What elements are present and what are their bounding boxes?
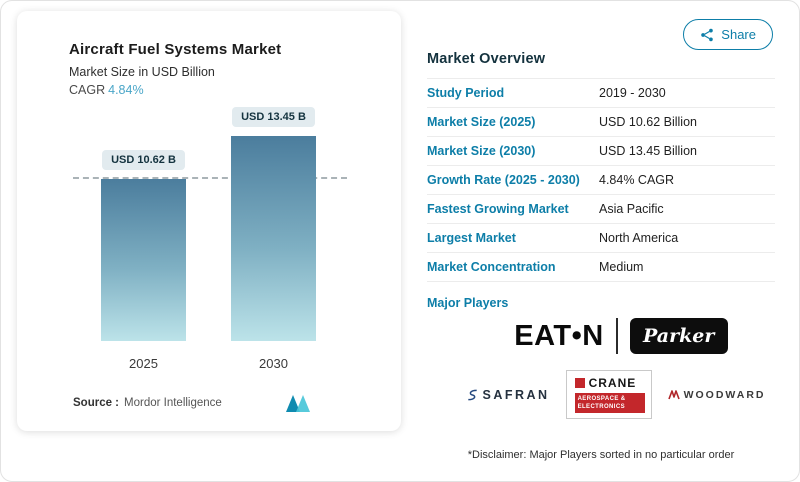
chart-panel: Aircraft Fuel Systems Market Market Size…	[17, 11, 401, 431]
disclaimer-text: *Disclaimer: Major Players sorted in no …	[467, 449, 735, 462]
row-label: Market Size (2030)	[427, 144, 536, 158]
chart-subtitle: Market Size in USD Billion	[69, 65, 215, 79]
woodward-mark-icon	[667, 389, 680, 401]
chart-header: Aircraft Fuel Systems Market Market Size…	[17, 11, 401, 97]
share-button[interactable]: Share	[683, 19, 773, 50]
row-value: 4.84% CAGR	[599, 173, 675, 187]
safran-swoosh-icon	[466, 388, 479, 402]
bar-2025	[101, 179, 186, 341]
row-value: Medium	[599, 260, 644, 274]
crane-subtext-line1: AEROSPACE &	[577, 396, 626, 402]
crane-logo-text: CRANE	[588, 376, 637, 390]
cagr-label: CAGR	[69, 83, 106, 97]
bar-group-2025: USD 10.62 B	[101, 103, 186, 341]
chart-cagr: CAGR 4.84%	[69, 83, 401, 97]
row-value: Asia Pacific	[599, 202, 664, 216]
logo-row-2: SAFRAN CRANE AEROSPACE & ELECTRONICS	[457, 370, 775, 420]
share-icon	[700, 28, 714, 42]
chart-title: Aircraft Fuel Systems Market	[69, 41, 282, 58]
bar-value-label-2030: USD 13.45 B	[232, 107, 315, 127]
source-value: Mordor Intelligence	[124, 397, 222, 409]
woodward-logo-text: WOODWARD	[683, 388, 766, 401]
crane-logo: CRANE AEROSPACE & ELECTRONICS	[565, 370, 652, 420]
source-row: Source : Mordor Intelligence	[73, 393, 381, 413]
source-label: Source :	[73, 397, 120, 409]
row-label: Market Concentration	[427, 260, 556, 274]
crane-logo-top: CRANE	[574, 376, 645, 390]
row-value: 2019 - 2030	[599, 86, 666, 100]
logo-row-1: EAT•N Parker	[467, 318, 775, 354]
safran-logo: SAFRAN	[466, 388, 549, 402]
crane-square-icon	[574, 378, 585, 388]
bar-2030	[231, 136, 316, 341]
overview-heading: Market Overview	[427, 51, 546, 67]
row-label: Growth Rate (2025 - 2030)	[427, 173, 580, 187]
overview-panel: Share Market Overview Study Period 2019 …	[417, 1, 799, 481]
crane-logo-subtext: AEROSPACE & ELECTRONICS	[574, 393, 645, 414]
share-button-label: Share	[721, 27, 756, 42]
parker-logo: Parker	[629, 318, 728, 354]
cagr-value: 4.84%	[108, 83, 144, 97]
crane-subtext-line2: ELECTRONICS	[577, 404, 625, 411]
table-row: Fastest Growing Market Asia Pacific	[427, 195, 775, 224]
table-row: Growth Rate (2025 - 2030) 4.84% CAGR	[427, 166, 775, 195]
bar-value-label-2025: USD 10.62 B	[102, 150, 185, 170]
eaton-logo: EAT•N	[514, 319, 604, 352]
woodward-logo: WOODWARD	[667, 388, 766, 401]
row-value: USD 13.45 Billion	[599, 144, 697, 158]
table-row: Market Concentration Medium	[427, 253, 775, 282]
table-row: Market Size (2030) USD 13.45 Billion	[427, 137, 775, 166]
row-label: Largest Market	[427, 231, 516, 245]
table-row: Market Size (2025) USD 10.62 Billion	[427, 108, 775, 137]
overview-table: Study Period 2019 - 2030 Market Size (20…	[427, 78, 775, 282]
mordor-intelligence-logo-icon	[284, 393, 314, 413]
major-players-logos: EAT•N Parker SAFRAN CRANE	[427, 318, 775, 420]
bar-chart: USD 10.62 B USD 13.45 B 2025 2030	[17, 103, 401, 379]
x-axis-label-2030: 2030	[259, 356, 288, 371]
table-row: Study Period 2019 - 2030	[427, 79, 775, 108]
row-label: Study Period	[427, 86, 505, 100]
bar-group-2030: USD 13.45 B	[231, 103, 316, 341]
x-axis-label-2025: 2025	[129, 356, 158, 371]
row-value: North America	[599, 231, 679, 245]
logo-divider	[615, 318, 618, 354]
row-label: Fastest Growing Market	[427, 202, 569, 216]
major-players-label: Major Players	[427, 296, 509, 310]
safran-logo-text: SAFRAN	[482, 387, 550, 402]
table-row: Largest Market North America	[427, 224, 775, 253]
row-value: USD 10.62 Billion	[599, 115, 697, 129]
reference-line	[73, 177, 347, 179]
row-label: Market Size (2025)	[427, 115, 536, 129]
